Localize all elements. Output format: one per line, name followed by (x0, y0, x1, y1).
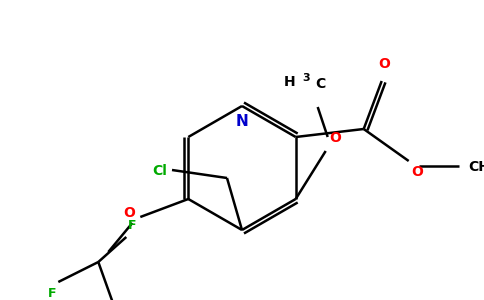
Text: 3: 3 (302, 73, 310, 83)
Text: O: O (123, 206, 136, 220)
Text: C: C (316, 77, 326, 91)
Text: H: H (284, 75, 296, 89)
Text: F: F (128, 219, 137, 232)
Text: O: O (378, 57, 390, 71)
Text: CH: CH (469, 160, 484, 174)
Text: Cl: Cl (152, 164, 167, 178)
Text: O: O (412, 165, 424, 179)
Text: N: N (236, 114, 248, 129)
Text: O: O (330, 131, 342, 145)
Text: F: F (48, 287, 56, 300)
